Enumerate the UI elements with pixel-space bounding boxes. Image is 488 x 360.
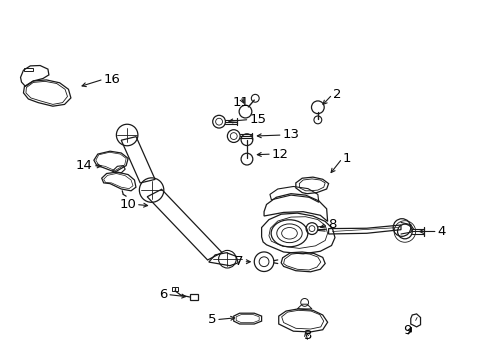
Text: 13: 13	[282, 129, 299, 141]
Text: 14: 14	[76, 159, 93, 172]
Text: 4: 4	[437, 225, 445, 238]
Text: 5: 5	[207, 313, 216, 326]
Text: 2: 2	[332, 88, 340, 101]
Text: 12: 12	[271, 148, 288, 161]
Text: 6: 6	[159, 288, 167, 301]
Text: 3: 3	[303, 329, 312, 342]
Text: 8: 8	[327, 219, 335, 231]
Text: 7: 7	[235, 255, 243, 268]
Text: 9: 9	[402, 324, 410, 337]
Text: 1: 1	[342, 152, 350, 165]
Text: 10: 10	[119, 198, 136, 211]
Text: 16: 16	[103, 73, 121, 86]
Text: 15: 15	[249, 113, 266, 126]
Text: 11: 11	[232, 96, 248, 109]
